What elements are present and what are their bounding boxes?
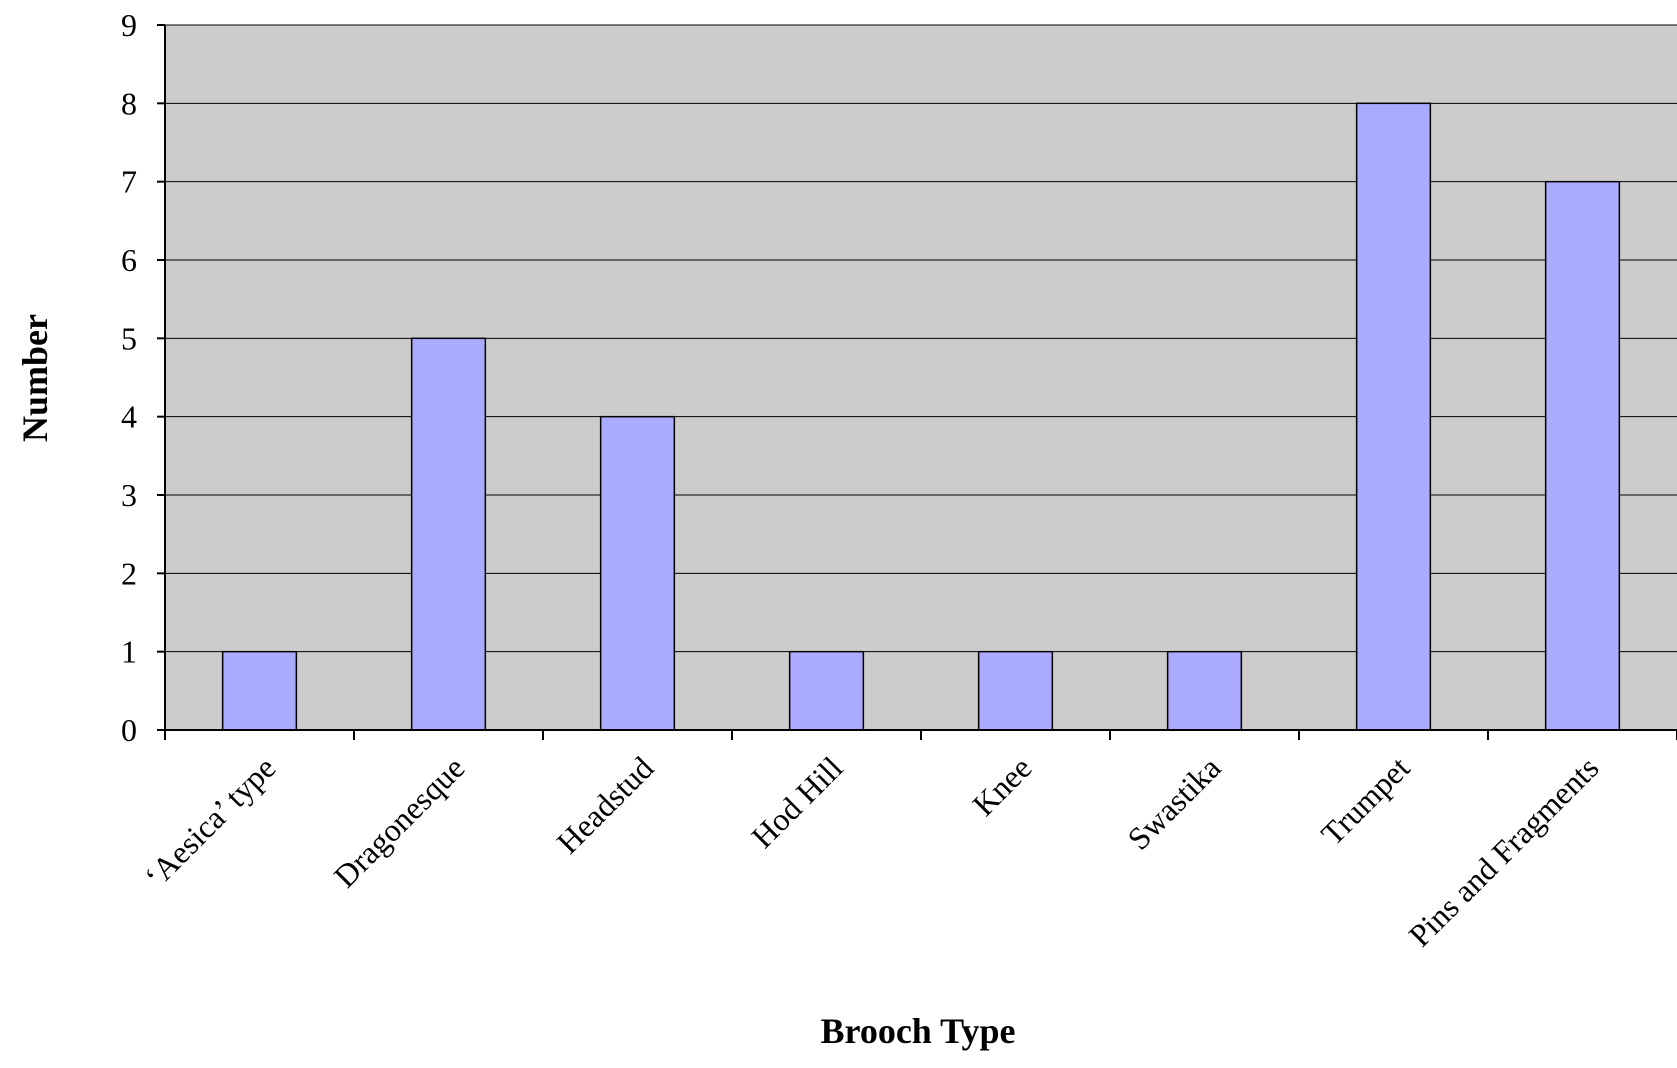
bar <box>1166 650 1243 731</box>
x-tick-label: Pins and Fragments <box>1401 749 1605 953</box>
bar <box>977 650 1054 731</box>
bar <box>599 415 676 731</box>
y-tick-label: 0 <box>121 712 137 748</box>
y-tick-label: 8 <box>121 85 137 121</box>
plot-area <box>165 25 1677 730</box>
x-tick-label: ‘Aesica’ type <box>137 749 282 894</box>
y-tick-label: 7 <box>121 164 137 200</box>
x-tick-label: Dragonesque <box>327 749 472 894</box>
y-tick-label: 2 <box>121 555 137 591</box>
y-tick-label: 5 <box>121 320 137 356</box>
y-tick-label: 4 <box>121 399 137 435</box>
x-axis-ticks: ‘Aesica’ type Dragonesque Headstud Hod Hill… <box>137 730 1677 953</box>
y-tick-label: 3 <box>121 477 137 513</box>
y-tick-label: 6 <box>121 242 137 278</box>
y-tick-label: 9 <box>121 7 137 43</box>
x-tick-label: Swastika <box>1120 749 1227 856</box>
x-tick-label: Headstud <box>550 749 661 860</box>
x-axis-title: Brooch Type <box>820 1011 1015 1051</box>
x-tick-label: Trumpet <box>1314 749 1417 852</box>
x-tick-label: Hod Hill <box>744 749 849 854</box>
y-tick-label: 1 <box>121 634 137 670</box>
bar <box>788 650 865 731</box>
bars <box>221 102 1621 731</box>
x-tick-label: Knee <box>965 749 1038 822</box>
bar <box>1544 180 1621 731</box>
y-axis-title: Number <box>15 314 55 442</box>
y-axis-ticks: 0 1 2 3 4 5 6 7 8 9 <box>121 7 165 748</box>
bar <box>410 337 487 731</box>
bar <box>1355 102 1432 731</box>
bar <box>221 650 298 731</box>
